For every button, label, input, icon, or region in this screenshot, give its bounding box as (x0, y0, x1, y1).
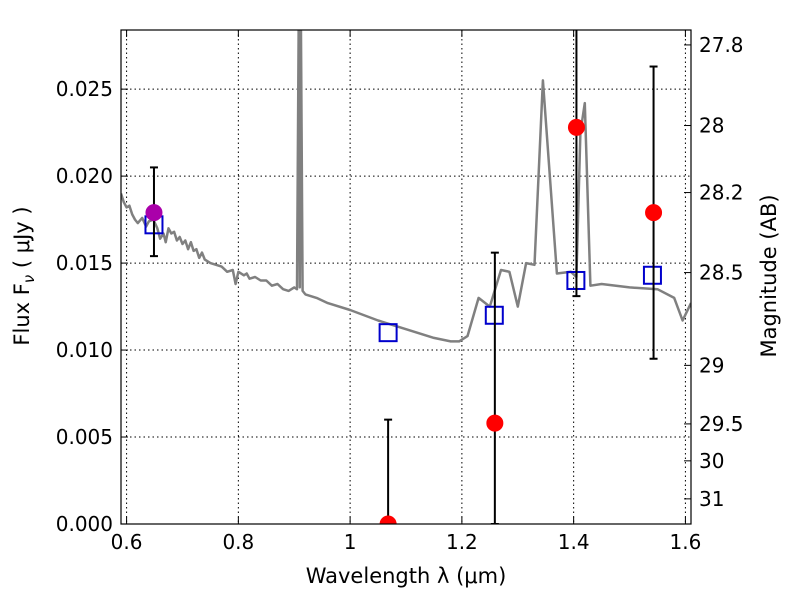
y2-tick-label: 31 (699, 487, 724, 511)
y-tick-label: 0.020 (56, 164, 113, 188)
y-tick-label: 0.015 (56, 251, 113, 275)
observed-point (645, 204, 663, 222)
x-tick-label: 0.8 (222, 530, 254, 554)
y-axis-title: Flux Fν ( μJy ) (10, 206, 38, 345)
y2-axis-title: Magnitude (AB) (757, 194, 781, 357)
grid (121, 30, 691, 525)
model-point (378, 323, 398, 343)
y-axis-ticks: 0.000 0.005 0.010 0.015 0.020 0.025 (56, 77, 128, 536)
y2-tick-label: 29.5 (699, 412, 744, 436)
y-axis-title-unit: ( μJy ) (10, 206, 34, 274)
y2-tick-label: 28.5 (699, 261, 744, 285)
x-tick-label: 1.6 (670, 530, 702, 554)
y-tick-label: 0.025 (56, 77, 113, 101)
series-layer (121, 30, 691, 524)
observed-point (567, 118, 585, 136)
observed-point (379, 515, 397, 524)
x-tick-label: 0.6 (111, 530, 143, 554)
y2-tick-label: 28.2 (699, 181, 744, 205)
y2-tick-label: 27.8 (699, 33, 744, 57)
x-tick-label: 1.2 (446, 530, 478, 554)
x-tick-label: 1.4 (558, 530, 590, 554)
observed-point (486, 414, 504, 432)
axes-frame (120, 29, 692, 525)
y-tick-label: 0.005 (56, 425, 113, 449)
y2-tick-label: 29 (699, 353, 724, 377)
y2-tick-label: 28 (699, 114, 724, 138)
x-tick-label: 1 (344, 530, 357, 554)
plot-frame (120, 29, 692, 525)
y-tick-label: 0.010 (56, 338, 113, 362)
y2-axis-ticks: 27.8 28 28.2 28.5 29 29.5 30 31 (684, 33, 744, 511)
reference-point (145, 204, 163, 222)
y-axis-title-main: Flux F (10, 283, 34, 345)
x-axis-ticks: 0.6 0.8 1 1.2 1.4 1.6 (111, 30, 702, 554)
y-tick-label: 0.000 (56, 512, 113, 536)
spectrum-line (121, 30, 691, 343)
model-point (642, 265, 662, 285)
x-axis-title: Wavelength λ (μm) (306, 564, 507, 588)
y2-tick-label: 30 (699, 449, 724, 473)
y-axis-title-sub: ν (20, 275, 38, 283)
